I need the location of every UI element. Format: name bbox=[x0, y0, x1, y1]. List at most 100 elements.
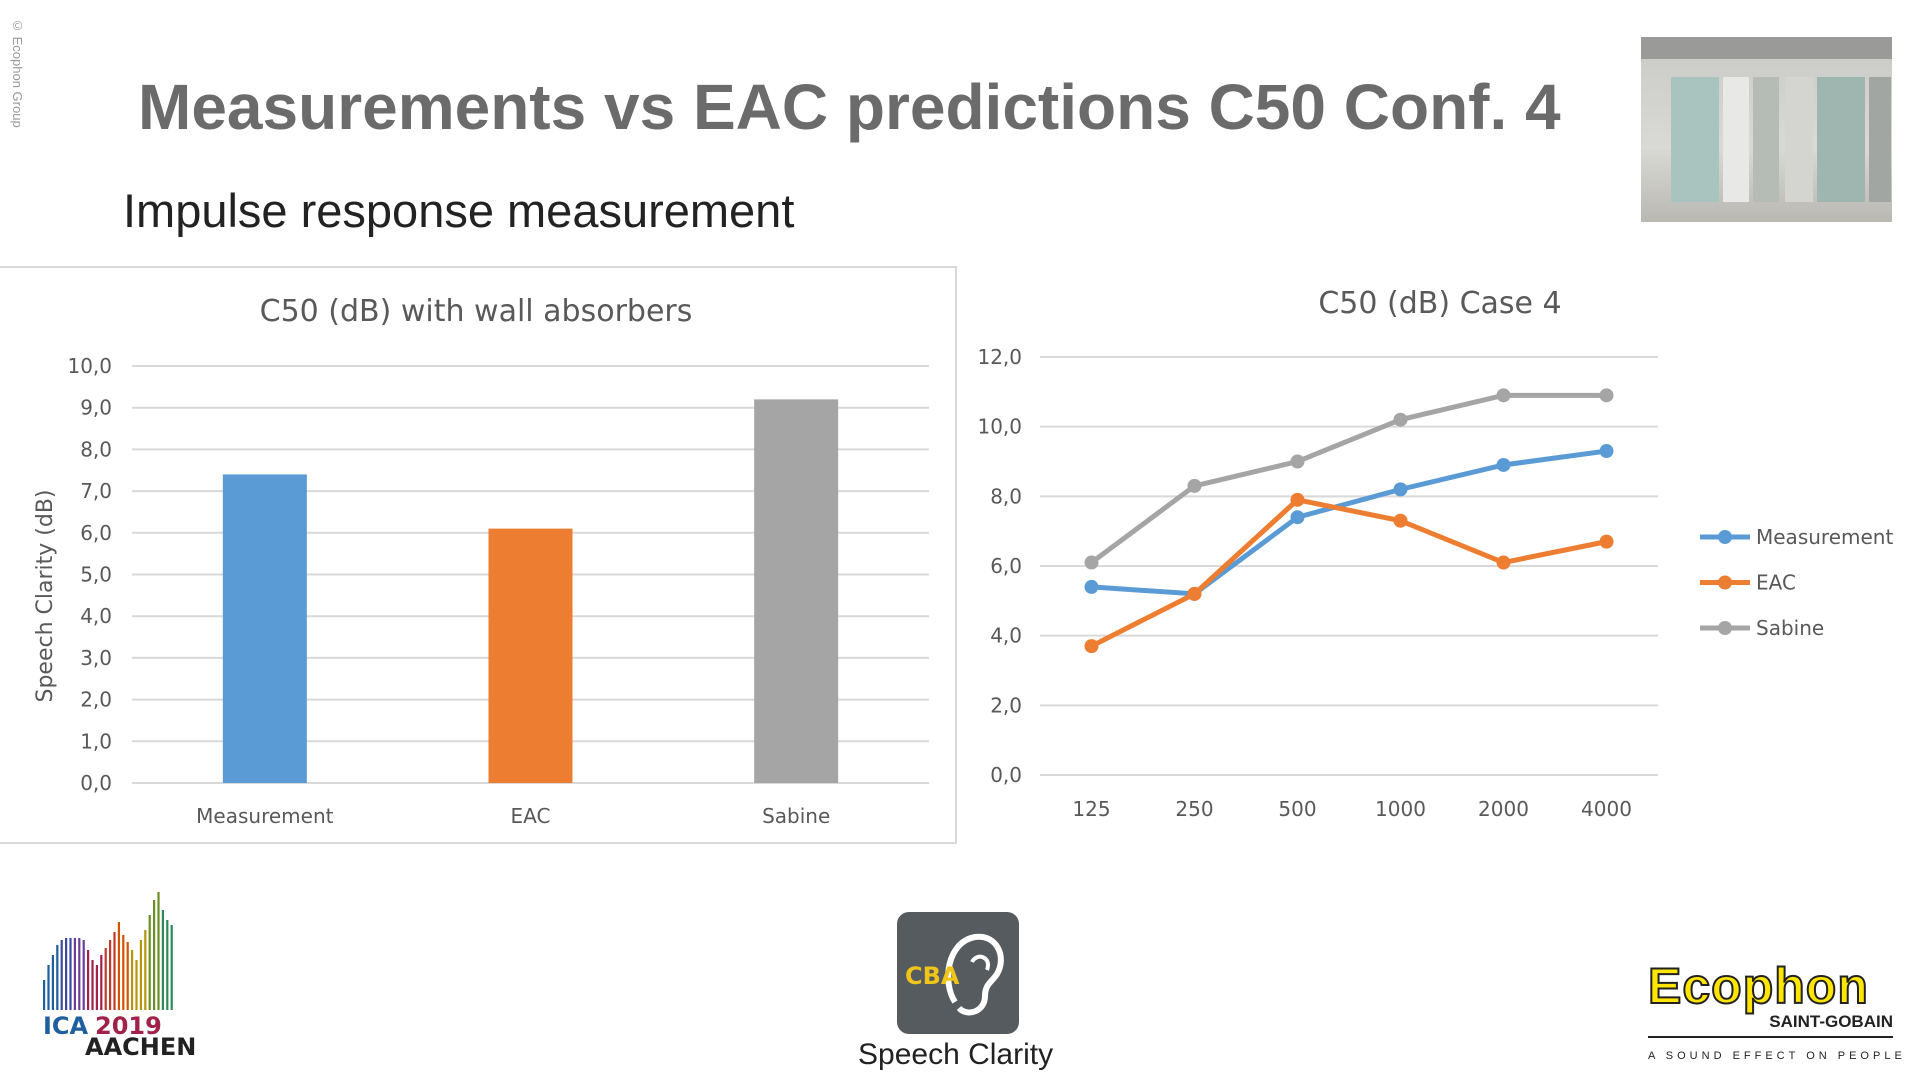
bar-chart-frame bbox=[0, 266, 957, 844]
bar-measurement bbox=[222, 474, 307, 783]
ica-logo-bar bbox=[157, 892, 160, 1010]
copyright-note: © Ecophon Group bbox=[10, 18, 25, 128]
ica-logo-bar bbox=[60, 940, 63, 1010]
x-tick-label: EAC bbox=[511, 804, 551, 828]
x-tick-label: 250 bbox=[1175, 797, 1213, 821]
ica-logo-bar bbox=[126, 942, 129, 1010]
y-tick-label: 6,0 bbox=[990, 554, 1022, 578]
legend-marker-measurement bbox=[1718, 530, 1732, 544]
ica-2019-aachen-logo: ICA 2019 AACHEN bbox=[43, 892, 196, 1057]
ica-logo-bar bbox=[131, 950, 134, 1010]
y-tick-label: 4,0 bbox=[80, 604, 112, 628]
x-tick-label: 4000 bbox=[1581, 797, 1632, 821]
y-tick-label: 10,0 bbox=[67, 354, 112, 378]
series-line-sabine bbox=[1090, 392, 1607, 565]
speech-clarity-icon: CBA bbox=[897, 912, 1019, 1034]
legend-label: EAC bbox=[1756, 571, 1796, 595]
ica-logo-bar bbox=[170, 925, 173, 1010]
x-tick-label: 500 bbox=[1278, 797, 1316, 821]
bar-chart-ylabel: Speech Clarity (dB) bbox=[33, 489, 58, 702]
ica-logo-bar bbox=[69, 938, 72, 1010]
ica-logo-bar bbox=[144, 930, 147, 1010]
x-tick-label: Measurement bbox=[196, 804, 333, 828]
bar-chart: C50 (dB) with wall absorbers Speech Clar… bbox=[33, 294, 929, 828]
line-chart-title: C50 (dB) Case 4 bbox=[1318, 286, 1561, 321]
x-tick-label: Sabine bbox=[762, 804, 830, 828]
ica-logo-bar bbox=[166, 920, 169, 1010]
ecophon-wordmark: Ecophon bbox=[1647, 958, 1869, 1014]
data-point-eac bbox=[1393, 513, 1408, 528]
data-point-sabine bbox=[1496, 388, 1511, 403]
line-chart: C50 (dB) Case 4 0,0 2,0 4,0 6,0 8,0 10,0 12,0 1… bbox=[977, 286, 1893, 821]
legend-label: Sabine bbox=[1756, 616, 1824, 640]
ecophon-tagline: A SOUND EFFECT ON PEOPLE bbox=[1648, 1050, 1906, 1062]
ica-logo-bar bbox=[100, 955, 103, 1010]
ica-logo-bar bbox=[47, 965, 50, 1010]
legend-label: Measurement bbox=[1756, 525, 1893, 549]
data-point-sabine bbox=[1599, 388, 1614, 403]
data-point-measurement bbox=[1496, 457, 1511, 472]
cba-text: CBA bbox=[905, 962, 960, 990]
bar-chart-title: C50 (dB) with wall absorbers bbox=[260, 294, 693, 329]
room-photo bbox=[1641, 37, 1892, 222]
data-point-eac bbox=[1599, 534, 1614, 549]
y-tick-label: 5,0 bbox=[80, 563, 112, 587]
data-point-sabine bbox=[1187, 478, 1202, 493]
legend-marker-sabine bbox=[1718, 621, 1732, 635]
y-tick-label: 9,0 bbox=[80, 396, 112, 420]
legend-marker-eac bbox=[1718, 575, 1732, 590]
ica-logo-bar bbox=[113, 932, 116, 1010]
ica-logo-bar bbox=[91, 960, 94, 1010]
data-point-measurement bbox=[1084, 579, 1099, 594]
y-tick-label: 10,0 bbox=[977, 415, 1022, 439]
ica-logo-bar bbox=[135, 960, 138, 1010]
y-tick-label: 12,0 bbox=[977, 345, 1022, 369]
ica-logo-bar bbox=[73, 938, 76, 1010]
bar-sabine bbox=[754, 399, 839, 783]
y-tick-label: 6,0 bbox=[80, 521, 112, 545]
data-point-eac bbox=[1187, 586, 1202, 601]
series-line-measurement bbox=[1091, 448, 1607, 597]
data-point-eac bbox=[1496, 555, 1511, 570]
ica-logo-bar bbox=[65, 938, 68, 1010]
svg-text:ICA: ICA bbox=[43, 1012, 89, 1040]
data-point-eac bbox=[1084, 639, 1099, 654]
y-tick-label: 7,0 bbox=[80, 479, 112, 503]
svg-text:AACHEN: AACHEN bbox=[85, 1033, 196, 1057]
ica-logo-bar bbox=[82, 940, 85, 1010]
x-tick-label: 1000 bbox=[1375, 797, 1426, 821]
data-point-measurement bbox=[1599, 444, 1614, 459]
bar-eac bbox=[488, 528, 573, 783]
y-tick-label: 2,0 bbox=[80, 688, 112, 712]
ica-logo-bar bbox=[104, 948, 107, 1010]
ica-logo-bar bbox=[148, 915, 151, 1010]
ecophon-logo: Ecophon SAINT-GOBAIN A SOUND EFFECT ON P… bbox=[1647, 958, 1906, 1062]
data-point-sabine bbox=[1290, 454, 1305, 469]
y-tick-label: 8,0 bbox=[990, 484, 1022, 508]
y-tick-label: 3,0 bbox=[80, 646, 112, 670]
x-tick-label: 2000 bbox=[1478, 797, 1529, 821]
ica-logo-bar bbox=[56, 945, 59, 1010]
ica-logo-bar bbox=[78, 938, 81, 1010]
ica-logo-bar bbox=[117, 922, 120, 1010]
slide-title: Measurements vs EAC predictions C50 Conf… bbox=[138, 71, 1561, 143]
data-point-sabine bbox=[1084, 555, 1099, 570]
y-tick-label: 0,0 bbox=[990, 763, 1022, 787]
y-tick-label: 2,0 bbox=[990, 693, 1022, 717]
ica-logo-bar bbox=[51, 955, 54, 1010]
ica-logo-bar bbox=[95, 965, 98, 1010]
ica-logo-bar bbox=[43, 980, 46, 1010]
ica-logo-bar bbox=[87, 950, 90, 1010]
speech-clarity-label: Speech Clarity bbox=[858, 1038, 1054, 1071]
ica-logo-bar bbox=[139, 940, 142, 1010]
ica-logo-bar bbox=[161, 910, 164, 1010]
ica-logo-bar bbox=[153, 900, 156, 1010]
ica-logo-bar bbox=[122, 935, 125, 1010]
x-tick-label: 125 bbox=[1072, 797, 1110, 821]
y-tick-label: 0,0 bbox=[80, 771, 112, 795]
data-point-sabine bbox=[1393, 412, 1408, 427]
data-point-measurement bbox=[1290, 510, 1305, 525]
ica-logo-bar bbox=[109, 940, 112, 1010]
series-line-eac bbox=[1090, 497, 1607, 649]
svg-text:2019: 2019 bbox=[95, 1012, 162, 1040]
